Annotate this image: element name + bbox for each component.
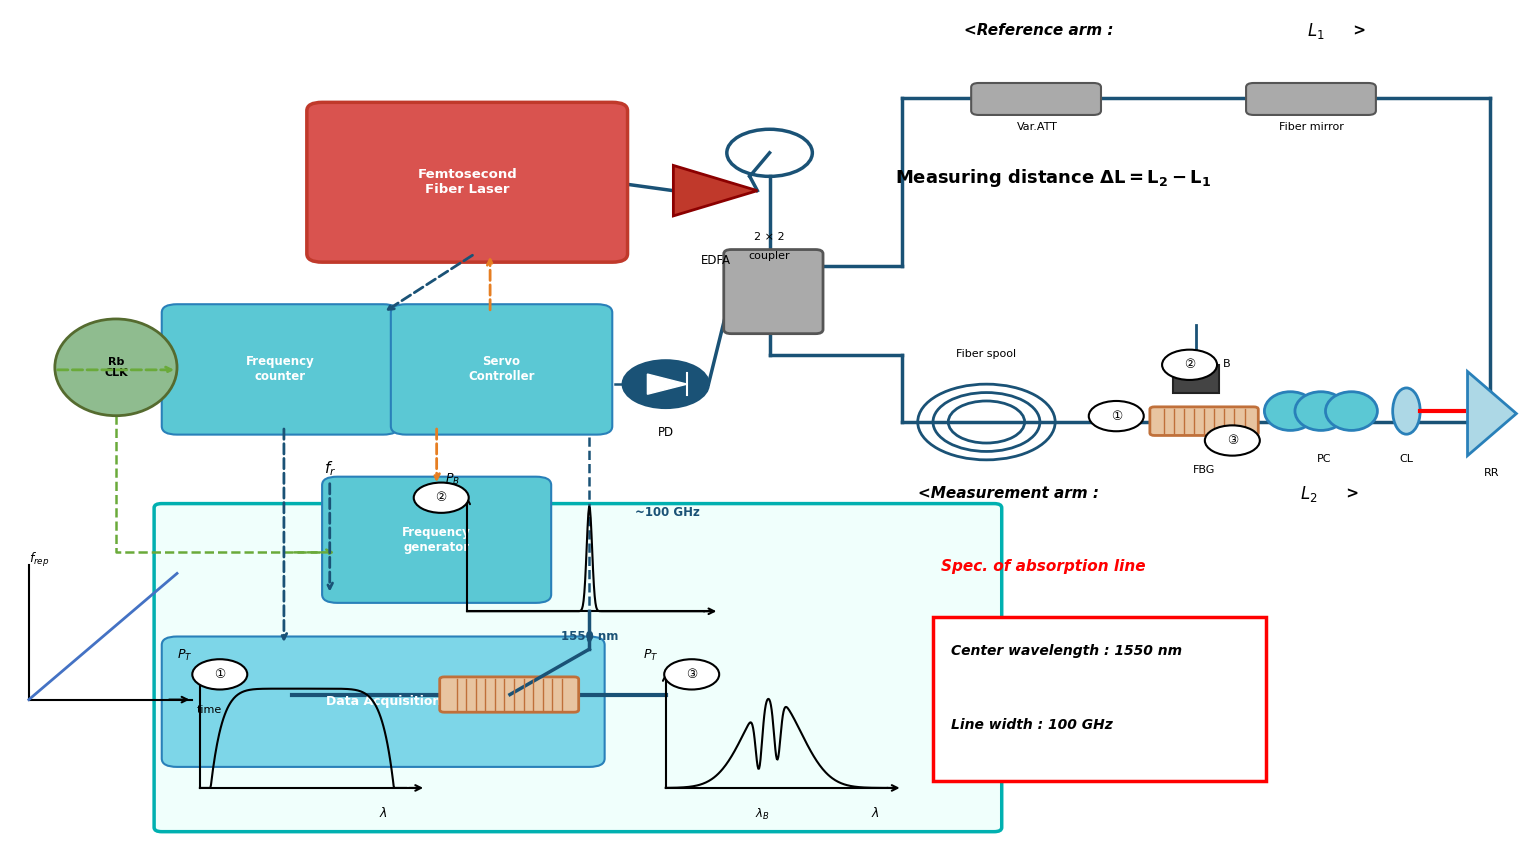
FancyBboxPatch shape xyxy=(308,102,627,262)
FancyBboxPatch shape xyxy=(390,304,612,435)
Text: coupler: coupler xyxy=(748,252,791,262)
Circle shape xyxy=(1089,401,1144,431)
FancyBboxPatch shape xyxy=(1245,83,1375,115)
Text: Frequency
generator: Frequency generator xyxy=(402,526,471,554)
Text: Fiber mirror: Fiber mirror xyxy=(1279,122,1345,132)
Text: $P_T$: $P_T$ xyxy=(643,648,658,663)
Text: Femtosecond
Fiber Laser: Femtosecond Fiber Laser xyxy=(418,168,517,197)
Text: ③: ③ xyxy=(685,668,698,681)
Text: Data Acquisition: Data Acquisition xyxy=(326,695,441,708)
Text: $L_2$: $L_2$ xyxy=(1299,484,1317,504)
Text: Var.ATT: Var.ATT xyxy=(1016,122,1057,132)
FancyBboxPatch shape xyxy=(972,83,1102,115)
Circle shape xyxy=(1163,349,1216,380)
Text: $\lambda$: $\lambda$ xyxy=(379,806,387,820)
Circle shape xyxy=(193,659,248,690)
FancyBboxPatch shape xyxy=(1174,365,1218,392)
Text: FBG: FBG xyxy=(1193,465,1215,475)
Circle shape xyxy=(413,483,468,513)
Text: $f_r$: $f_r$ xyxy=(324,459,337,478)
Text: $P_T$: $P_T$ xyxy=(177,648,193,663)
Text: $\lambda_B$: $\lambda_B$ xyxy=(754,806,770,821)
FancyBboxPatch shape xyxy=(1151,407,1258,436)
Text: $L_1$: $L_1$ xyxy=(1307,21,1325,41)
Text: <Measurement arm :: <Measurement arm : xyxy=(918,486,1105,501)
FancyBboxPatch shape xyxy=(162,304,398,435)
FancyBboxPatch shape xyxy=(439,677,578,712)
Text: 1550 nm: 1550 nm xyxy=(560,630,618,643)
Text: CL: CL xyxy=(1400,454,1414,464)
Text: Line width : 100 GHz: Line width : 100 GHz xyxy=(952,718,1114,732)
Polygon shape xyxy=(1467,371,1516,456)
Text: >: > xyxy=(1348,24,1366,38)
Text: ②: ② xyxy=(1184,359,1195,371)
Text: ③: ③ xyxy=(1227,434,1238,447)
Circle shape xyxy=(664,659,719,690)
Ellipse shape xyxy=(55,319,177,416)
Ellipse shape xyxy=(1294,392,1346,430)
FancyBboxPatch shape xyxy=(155,504,1002,831)
Polygon shape xyxy=(673,165,757,216)
FancyBboxPatch shape xyxy=(933,617,1265,782)
Ellipse shape xyxy=(1264,392,1316,430)
Text: B: B xyxy=(1222,359,1230,369)
Text: ①: ① xyxy=(1111,409,1121,423)
Text: $f_{rep}$: $f_{rep}$ xyxy=(29,551,49,569)
Text: ②: ② xyxy=(436,491,447,504)
Circle shape xyxy=(1204,425,1259,456)
Text: 2 × 2: 2 × 2 xyxy=(754,232,785,242)
Text: Servo
Controller: Servo Controller xyxy=(468,355,536,383)
Ellipse shape xyxy=(1392,388,1420,434)
Text: EDFA: EDFA xyxy=(701,254,731,267)
Text: ~100 GHz: ~100 GHz xyxy=(635,506,701,518)
Ellipse shape xyxy=(1325,392,1377,430)
FancyBboxPatch shape xyxy=(323,477,551,603)
Text: <Reference arm :: <Reference arm : xyxy=(964,24,1118,38)
Text: Rb
CLK: Rb CLK xyxy=(104,356,127,378)
Text: $\mathbf{Measuring\ distance\ \Delta L = L_2 - L_1}$: $\mathbf{Measuring\ distance\ \Delta L =… xyxy=(895,167,1212,189)
Polygon shape xyxy=(647,374,687,394)
Text: $\lambda$: $\lambda$ xyxy=(871,806,880,820)
Text: Spec. of absorption line: Spec. of absorption line xyxy=(941,560,1146,574)
Text: Center wavelength : 1550 nm: Center wavelength : 1550 nm xyxy=(952,644,1183,657)
Circle shape xyxy=(623,360,708,408)
Text: Fiber spool: Fiber spool xyxy=(956,349,1016,359)
Text: >: > xyxy=(1340,486,1359,501)
Text: PD: PD xyxy=(658,426,673,439)
Text: Frequency
counter: Frequency counter xyxy=(246,355,315,383)
Text: time: time xyxy=(197,705,222,715)
Text: $P_B$: $P_B$ xyxy=(445,472,459,487)
Text: ①: ① xyxy=(214,668,225,681)
Text: RR: RR xyxy=(1484,468,1499,479)
FancyBboxPatch shape xyxy=(162,636,604,767)
FancyBboxPatch shape xyxy=(724,250,823,333)
Text: PC: PC xyxy=(1317,454,1331,464)
